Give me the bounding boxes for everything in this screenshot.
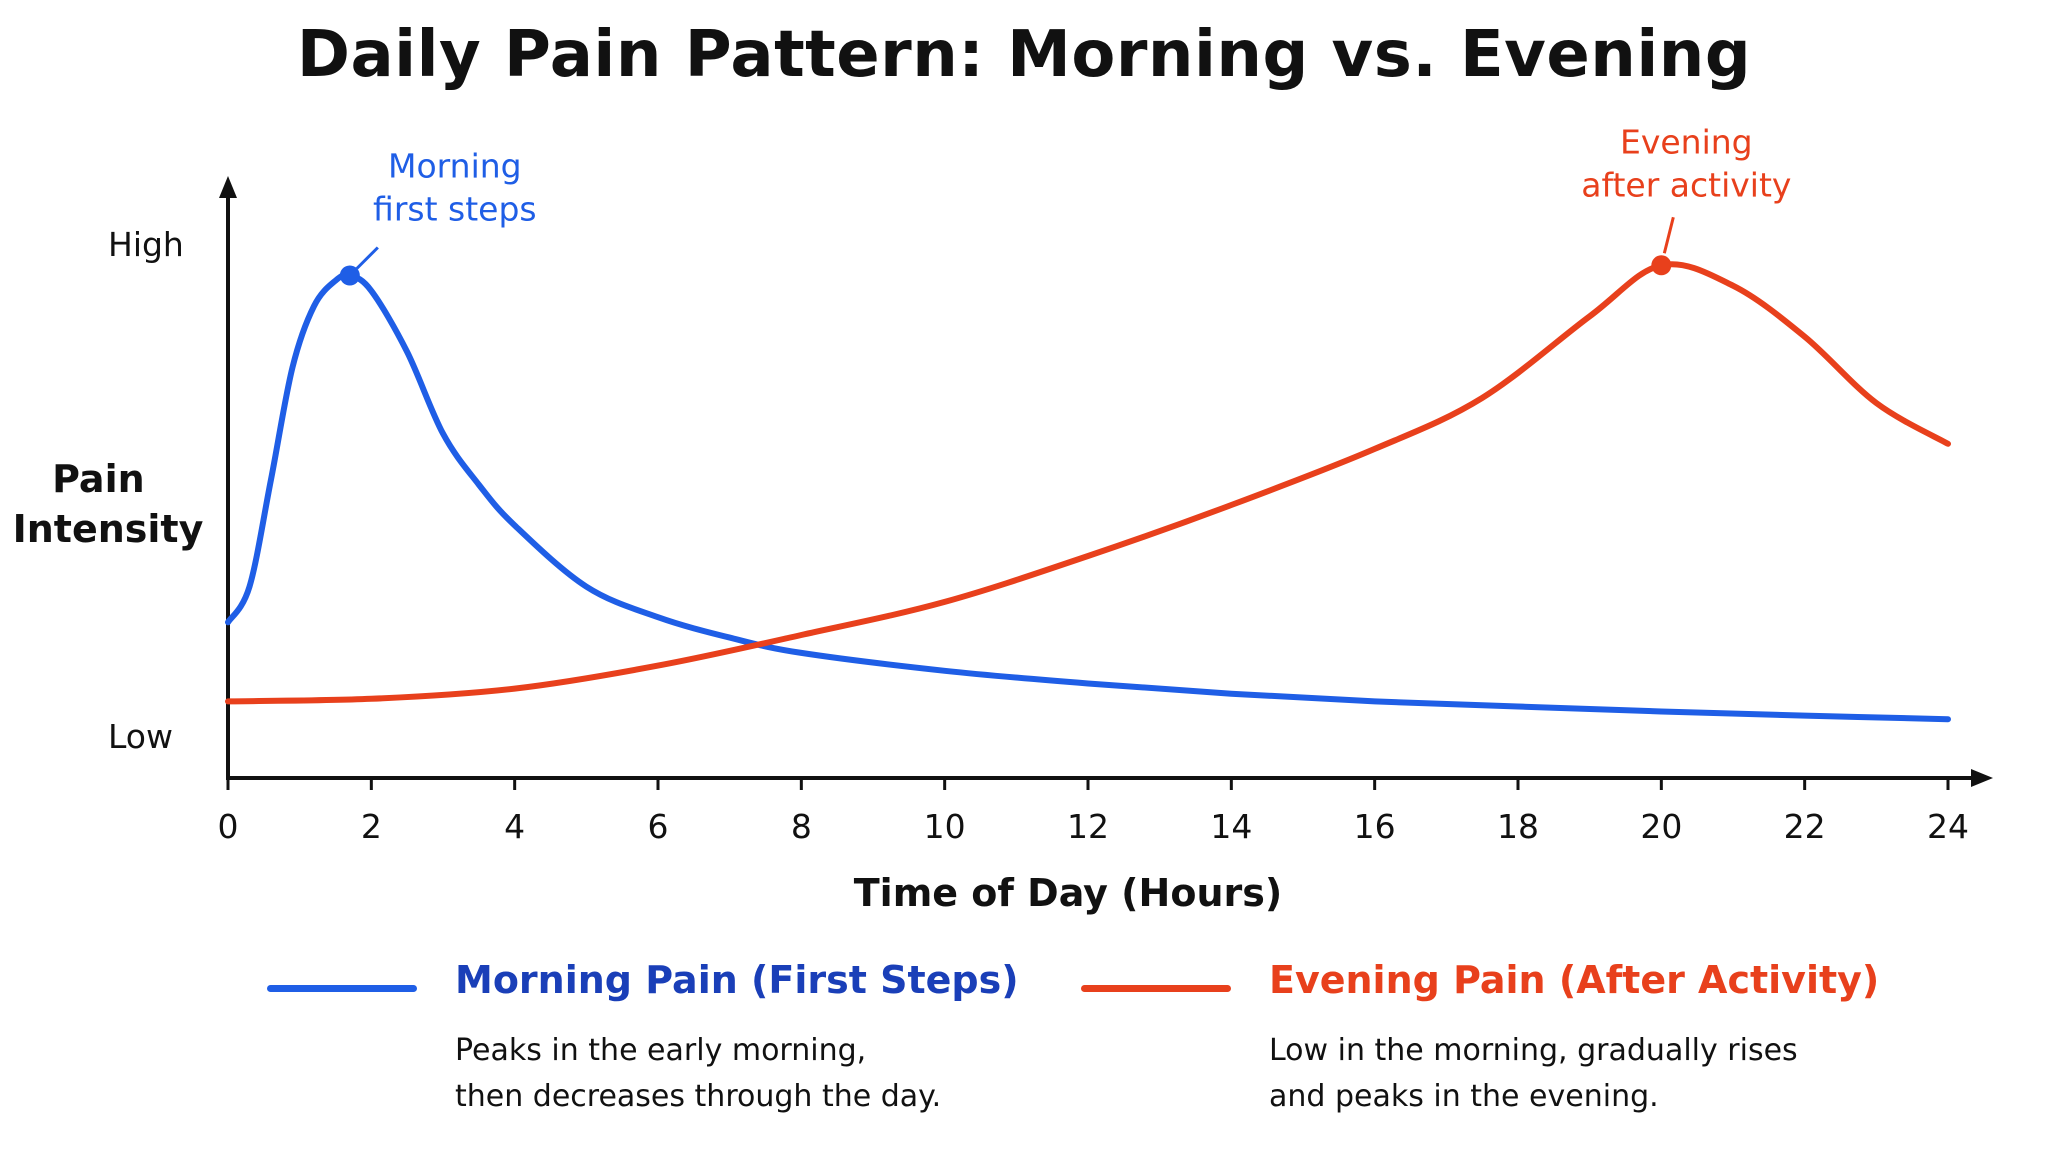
x-tick-label-2: 2: [361, 807, 382, 846]
legend-desc-evening-line-1: Low in the morning, gradually rises: [1269, 1033, 1798, 1068]
x-tick-label-4: 4: [504, 807, 525, 846]
series-line-morning: [225, 271, 1951, 723]
annotation-text-morning-1: Morning: [388, 147, 522, 186]
legend-desc-evening-line-2: and peaks in the evening.: [1269, 1079, 1659, 1114]
x-axis-arrow: [1971, 769, 1993, 787]
x-tick-label-0: 0: [218, 807, 239, 846]
peak-point-morning: [339, 265, 360, 286]
y-axis-arrow: [219, 176, 237, 198]
legend-swatch-morning: [267, 985, 417, 992]
y-axis-title: Pain Intensity: [13, 457, 204, 551]
annotation-text-morning-2: first steps: [373, 190, 537, 229]
x-tick-label-16: 16: [1354, 807, 1396, 846]
legend-desc-morning-line-1: Peaks in the early morning,: [455, 1033, 867, 1068]
x-tick-label-22: 22: [1784, 807, 1826, 846]
y-axis-title-line-2: Intensity: [13, 507, 204, 551]
annotation-leader-evening: [1662, 216, 1675, 254]
legend-desc-morning: Peaks in the early morning, then decreas…: [455, 1028, 941, 1120]
legend-label-evening: Evening Pain (After Activity): [1269, 958, 1880, 1002]
y-level-low: Low: [108, 717, 173, 756]
x-tick-label-20: 20: [1640, 807, 1682, 846]
legend-desc-morning-line-2: then decreases through the day.: [455, 1079, 942, 1114]
legend-item-morning: Morning Pain (First Steps) Peaks in the …: [267, 958, 1027, 1118]
annotation-leader-morning: [355, 246, 379, 270]
x-axis-title: Time of Day (Hours): [854, 871, 1282, 915]
x-tick-label-6: 6: [648, 807, 669, 846]
legend-label-morning: Morning Pain (First Steps): [455, 958, 1019, 1002]
x-tick-label-10: 10: [924, 807, 966, 846]
y-level-high: High: [108, 225, 184, 264]
legend-swatch-evening: [1081, 985, 1231, 992]
x-tick-label-24: 24: [1927, 807, 1969, 846]
x-ticks: 0 2 4 6 8 10 12 14 16 18 20 22 24: [218, 778, 1969, 846]
chart-title: Daily Pain Pattern: Morning vs. Evening: [296, 18, 1752, 92]
legend-desc-evening: Low in the morning, gradually rises and …: [1269, 1028, 1798, 1120]
annotations: Morning first steps Evening after activity: [339, 122, 1791, 286]
y-axis-title-line-1: Pain: [52, 457, 145, 501]
x-tick-label-8: 8: [791, 807, 812, 846]
series-lines: [225, 261, 1951, 723]
x-tick-label-12: 12: [1067, 807, 1109, 846]
legend-item-evening: Evening Pain (After Activity) Low in the…: [1081, 958, 1879, 1120]
series-line-evening: [225, 261, 1951, 705]
x-tick-label-18: 18: [1497, 807, 1539, 846]
peak-point-evening: [1651, 255, 1672, 276]
annotation-text-evening-2: after activity: [1581, 165, 1791, 204]
axes: [219, 176, 1993, 787]
x-tick-label-14: 14: [1210, 807, 1252, 846]
annotation-text-evening-1: Evening: [1620, 122, 1753, 161]
